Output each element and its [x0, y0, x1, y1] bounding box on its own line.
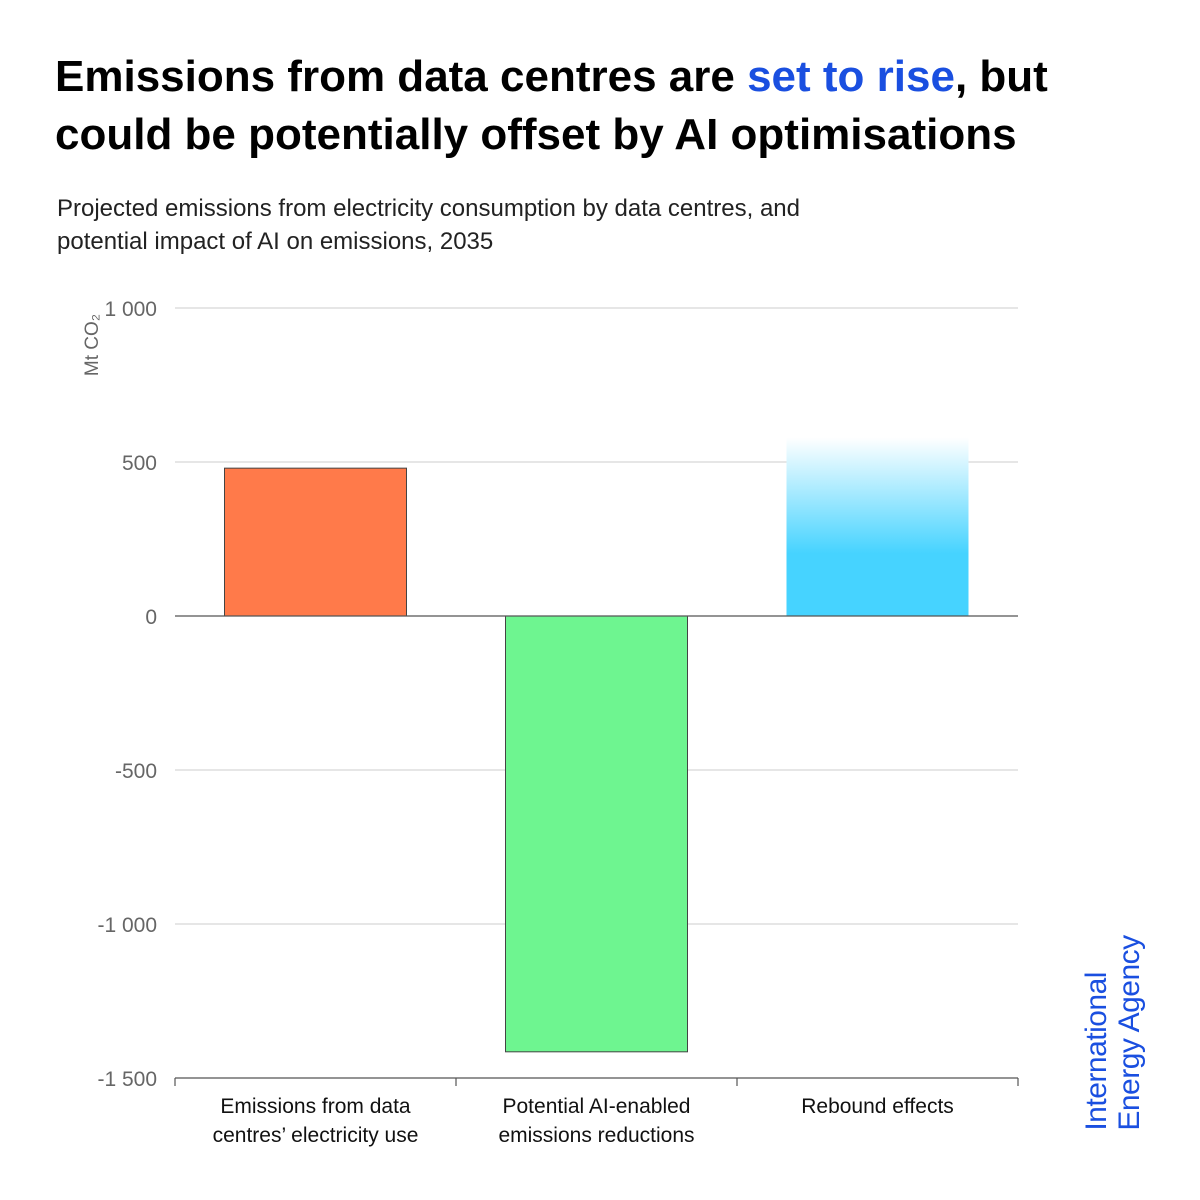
logo-line1: International — [1080, 971, 1113, 1131]
y-axis-ticks: 1 000 500 0 -500 -1 000 -1 500 — [97, 298, 157, 1091]
x-axis — [174, 615, 1019, 1086]
category-label-line1: Rebound effects — [801, 1095, 954, 1118]
bar-reductions — [505, 615, 688, 1053]
logo-line2: Energy Agency — [1113, 934, 1146, 1131]
category-label-line2: centres’ electricity use — [213, 1124, 419, 1147]
y-tick-label: 1 000 — [104, 298, 157, 321]
bar-emissions — [224, 467, 407, 617]
category-label-line2: emissions reductions — [498, 1124, 694, 1147]
y-tick-label: -1 000 — [97, 914, 157, 937]
x-axis-labels: Emissions from data centres’ electricity … — [213, 1095, 954, 1147]
category-label-line1: Potential AI-enabled — [503, 1095, 691, 1118]
title-part2: , but could be potentially offset by AI … — [55, 52, 1048, 159]
chart-subtitle: Projected emissions from electricity con… — [57, 192, 1057, 258]
subtitle-line1: Projected emissions from electricity con… — [57, 195, 801, 222]
bar-rebound — [786, 437, 969, 616]
iea-logo-text: International Energy Agency — [1080, 935, 1146, 1130]
chart-title: Emissions from data centres are set to r… — [55, 48, 1155, 164]
y-tick-label: -500 — [115, 760, 157, 783]
category-label-line1: Emissions from data — [220, 1095, 411, 1118]
y-tick-label: 0 — [145, 606, 157, 629]
title-highlight: set to rise — [747, 52, 955, 101]
iea-logo: International Energy Agency — [1068, 915, 1158, 1150]
y-tick-label: 500 — [122, 452, 157, 475]
title-part1: Emissions from data centres are — [55, 52, 748, 101]
subtitle-line2: potential impact of AI on emissions, 203… — [57, 228, 494, 255]
bars — [224, 437, 969, 1053]
y-tick-label: -1 500 — [97, 1068, 157, 1091]
